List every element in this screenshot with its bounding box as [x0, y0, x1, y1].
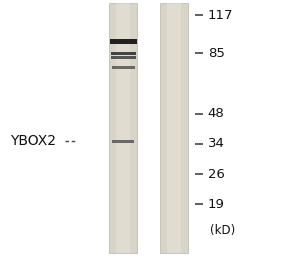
Bar	[112, 140, 134, 143]
Text: YBOX2: YBOX2	[10, 134, 56, 148]
Text: 48: 48	[208, 107, 224, 120]
Text: (kD): (kD)	[211, 224, 236, 237]
Bar	[116, 3, 130, 253]
Bar	[167, 3, 181, 253]
Bar	[112, 66, 135, 69]
Text: 117: 117	[208, 9, 233, 22]
Bar	[111, 56, 136, 59]
Text: 19: 19	[208, 198, 224, 211]
Bar	[110, 39, 137, 44]
Bar	[109, 3, 137, 253]
Text: 85: 85	[208, 47, 224, 60]
Bar	[160, 3, 188, 253]
Text: 26: 26	[208, 168, 224, 181]
Bar	[111, 52, 136, 55]
Text: 34: 34	[208, 137, 224, 150]
